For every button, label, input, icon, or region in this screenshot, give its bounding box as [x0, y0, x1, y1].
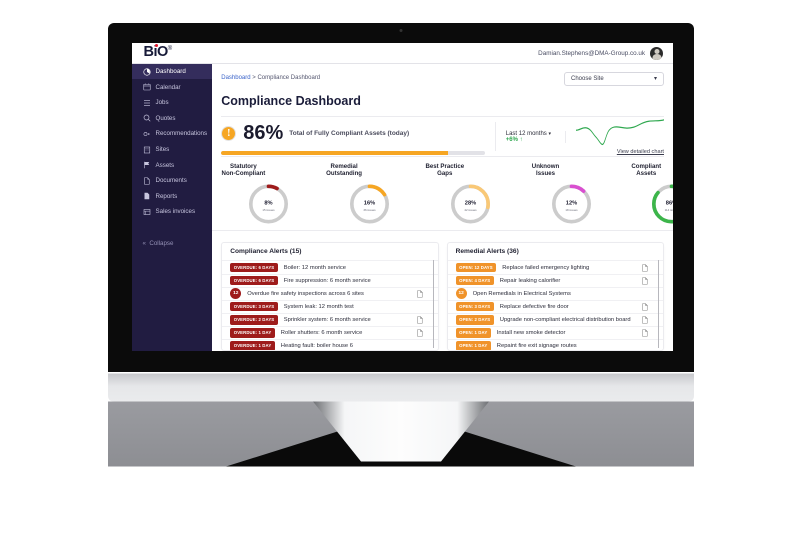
svg-text:15 issues: 15 issues	[263, 208, 276, 212]
svg-text:86%: 86%	[666, 200, 673, 206]
svg-text:114 issues: 114 issues	[665, 208, 673, 212]
svg-text:28%: 28%	[465, 200, 476, 206]
svg-text:16%: 16%	[364, 200, 375, 206]
svg-text:36 issues: 36 issues	[363, 208, 376, 212]
svg-text:18 issues: 18 issues	[565, 208, 578, 212]
svg-text:42 issues: 42 issues	[464, 208, 477, 212]
svg-text:8%: 8%	[265, 200, 273, 206]
svg-text:12%: 12%	[565, 200, 576, 206]
